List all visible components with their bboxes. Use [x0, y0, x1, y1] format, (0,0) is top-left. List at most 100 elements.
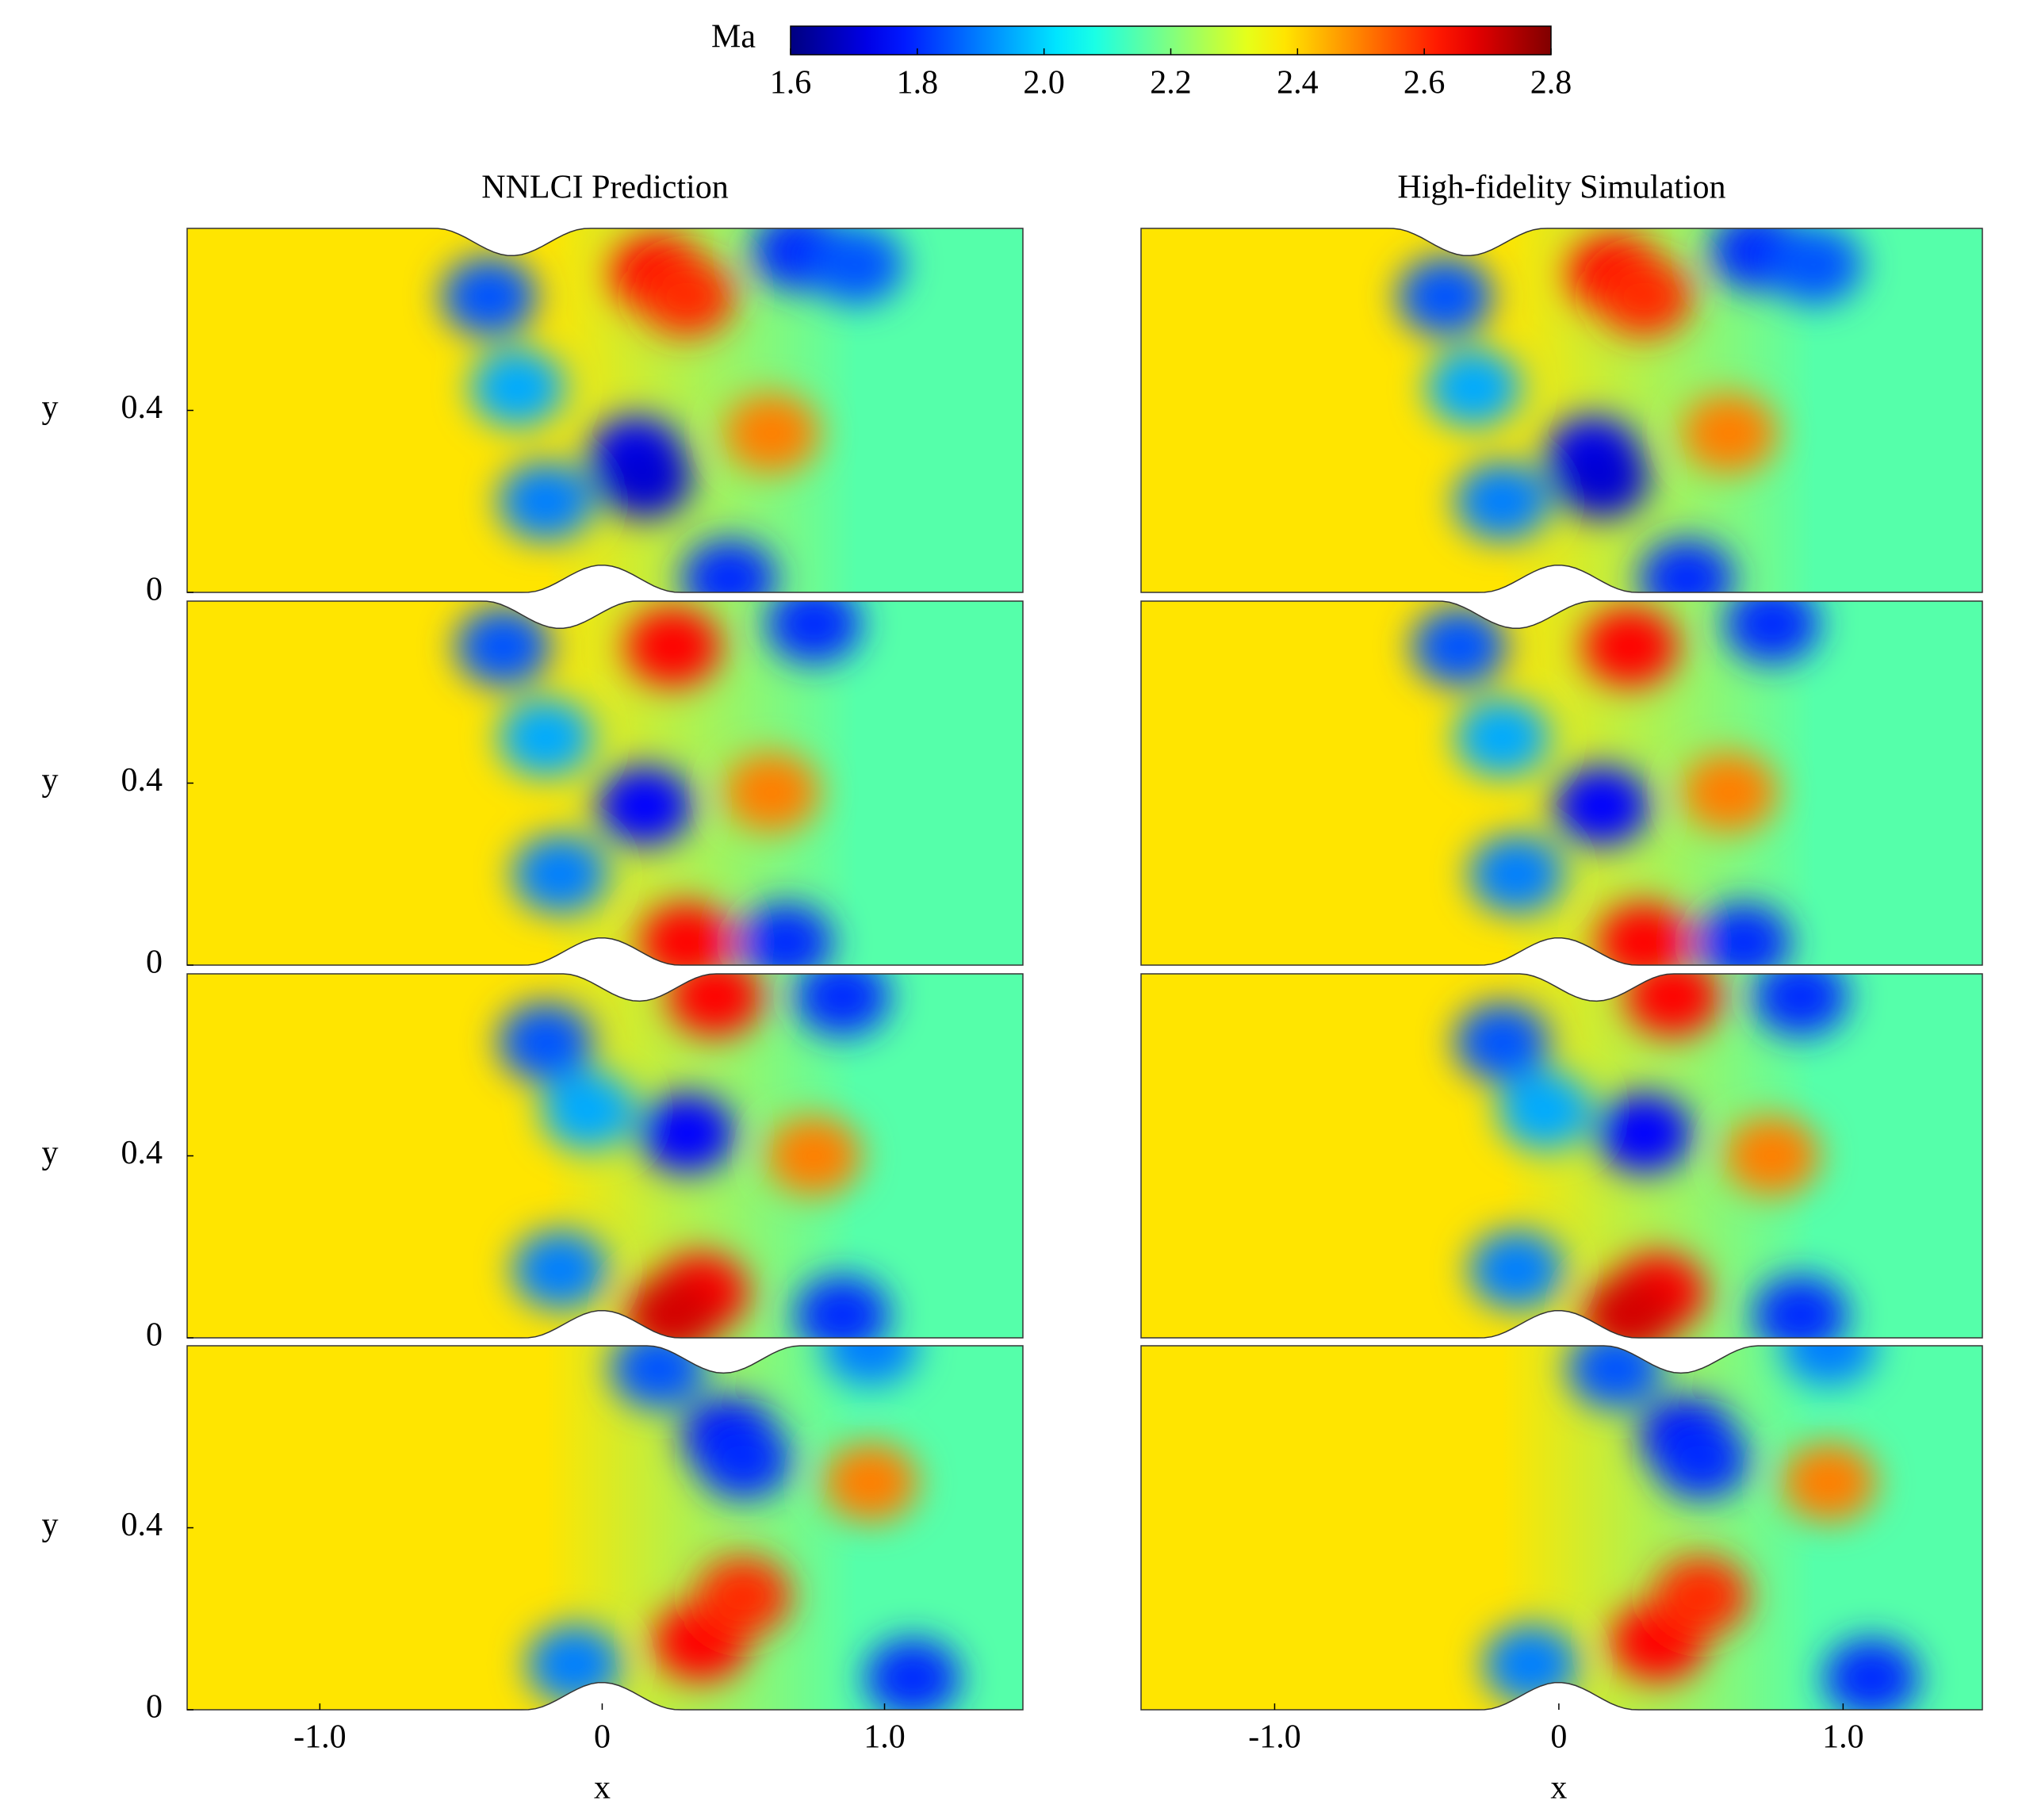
field-feature — [1653, 1420, 1749, 1500]
colorbar-tick-label: 2.6 — [1404, 65, 1446, 102]
y-tick-label: 0.4 — [121, 389, 163, 426]
field-feature — [667, 974, 763, 1036]
field-feature — [737, 902, 833, 965]
field-feature — [695, 1420, 791, 1500]
field-feature — [1781, 1443, 1877, 1523]
y-tick-label: 0 — [146, 1689, 163, 1726]
x-tick-label: 0 — [1550, 1719, 1567, 1756]
domain-wall — [186, 973, 1024, 1339]
panel — [187, 1346, 1023, 1710]
field-feature — [1681, 393, 1777, 473]
field-feature — [611, 1346, 707, 1408]
panel — [1141, 601, 1982, 965]
field-feature — [455, 607, 551, 687]
field-feature — [766, 601, 862, 664]
domain-wall — [1140, 600, 1983, 966]
y-tick-label: 0 — [146, 572, 163, 608]
column-title: NNLCI Prediction — [481, 170, 728, 206]
field-feature — [1469, 834, 1564, 914]
panel — [1141, 228, 1982, 592]
field-feature — [526, 1624, 622, 1704]
y-tick-label: 0.4 — [121, 1507, 163, 1543]
domain-wall — [1140, 1345, 1983, 1711]
field-feature — [1582, 1275, 1678, 1338]
field-feature — [1553, 766, 1649, 846]
field-feature — [442, 257, 538, 337]
field-feature — [596, 766, 692, 846]
y-tick-label: 0 — [146, 1317, 163, 1354]
field-feature — [498, 1002, 594, 1082]
y-axis-label: y — [42, 1135, 59, 1171]
field-feature — [512, 1229, 608, 1309]
panel — [1141, 974, 1982, 1338]
field-feature — [498, 462, 594, 542]
field-feature — [1639, 538, 1735, 592]
colorbar-tick-label: 2.0 — [1023, 65, 1065, 102]
field-feature — [1596, 257, 1692, 337]
field-feature — [1824, 1638, 1920, 1710]
field-feature — [1625, 974, 1721, 1036]
x-axis-label: x — [1550, 1770, 1567, 1807]
field-features — [455, 601, 862, 965]
field-features — [1411, 601, 1820, 965]
x-tick-label: 1.0 — [864, 1719, 906, 1756]
field-feature — [625, 607, 721, 687]
x-tick-label: -1.0 — [1248, 1719, 1301, 1756]
domain-wall — [186, 600, 1024, 966]
field-background — [1141, 601, 1982, 965]
y-tick-label: 0.4 — [121, 762, 163, 799]
field-feature — [1411, 607, 1507, 687]
colorbar-tick-label: 1.8 — [897, 65, 939, 102]
domain-wall — [1140, 228, 1983, 593]
field-feature — [695, 1556, 791, 1636]
colorbar-tick-label: 2.4 — [1277, 65, 1319, 102]
field-feature — [1752, 1275, 1848, 1338]
field-feature — [540, 1071, 636, 1151]
field-feature — [1596, 1093, 1692, 1173]
y-tick-label: 0.4 — [121, 1135, 163, 1171]
y-tick-label: 0 — [146, 944, 163, 981]
colorbar-tick-label: 1.6 — [770, 65, 812, 102]
panel — [187, 601, 1023, 965]
field-feature — [724, 752, 820, 832]
field-feature — [1483, 1624, 1579, 1704]
field-feature — [1426, 347, 1522, 427]
field-feature — [808, 228, 904, 305]
y-axis-label: y — [42, 1507, 59, 1543]
x-tick-label: -1.0 — [293, 1719, 347, 1756]
panel — [1141, 1346, 1982, 1710]
field-feature — [1752, 974, 1848, 1036]
field-feature — [1553, 439, 1649, 519]
field-feature — [1724, 1116, 1820, 1196]
field-feature — [724, 393, 820, 473]
field-feature — [1568, 1346, 1664, 1408]
domain-wall — [1140, 973, 1983, 1339]
field-feature — [795, 974, 890, 1036]
field-feature — [1469, 1229, 1564, 1309]
colorbar-label: Ma — [711, 19, 756, 56]
field-features — [1483, 1346, 1920, 1710]
field-feature — [795, 1275, 890, 1338]
field-feature — [1781, 1346, 1877, 1385]
field-feature — [766, 1116, 862, 1196]
domain-wall — [186, 228, 1024, 593]
field-background — [1141, 974, 1982, 1338]
field-feature — [681, 538, 777, 592]
panel — [187, 974, 1023, 1338]
field-feature — [1653, 1556, 1749, 1636]
x-axis-label: x — [594, 1770, 611, 1807]
panel — [187, 228, 1023, 592]
field-feature — [625, 1275, 721, 1338]
field-background — [187, 974, 1023, 1338]
column-title: High-fidelity Simulation — [1397, 170, 1725, 206]
field-feature — [498, 698, 594, 778]
field-feature — [639, 257, 735, 337]
y-axis-label: y — [42, 762, 59, 799]
field-feature — [1596, 902, 1692, 965]
field-feature — [1397, 257, 1493, 337]
field-feature — [822, 1443, 918, 1523]
field-feature — [865, 1638, 961, 1710]
field-feature — [1582, 607, 1678, 687]
field-features — [442, 228, 904, 592]
field-feature — [1496, 1071, 1592, 1151]
